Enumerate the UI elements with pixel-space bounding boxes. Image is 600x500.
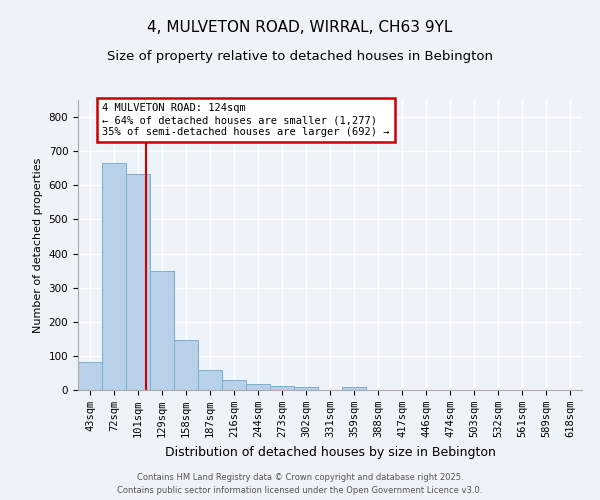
Bar bbox=[78, 362, 102, 390]
Text: 4 MULVETON ROAD: 124sqm
← 64% of detached houses are smaller (1,277)
35% of semi: 4 MULVETON ROAD: 124sqm ← 64% of detache… bbox=[102, 104, 389, 136]
Bar bbox=[246, 384, 270, 390]
Bar bbox=[174, 340, 198, 390]
Bar bbox=[342, 388, 366, 390]
Text: Contains HM Land Registry data © Crown copyright and database right 2025.: Contains HM Land Registry data © Crown c… bbox=[137, 474, 463, 482]
Text: Contains public sector information licensed under the Open Government Licence v3: Contains public sector information licen… bbox=[118, 486, 482, 495]
Y-axis label: Number of detached properties: Number of detached properties bbox=[33, 158, 43, 332]
Bar bbox=[270, 386, 294, 390]
Bar bbox=[222, 380, 246, 390]
X-axis label: Distribution of detached houses by size in Bebington: Distribution of detached houses by size … bbox=[164, 446, 496, 458]
Text: Size of property relative to detached houses in Bebington: Size of property relative to detached ho… bbox=[107, 50, 493, 63]
Bar bbox=[294, 388, 318, 390]
Bar bbox=[150, 272, 174, 390]
Bar bbox=[102, 163, 126, 390]
Text: 4, MULVETON ROAD, WIRRAL, CH63 9YL: 4, MULVETON ROAD, WIRRAL, CH63 9YL bbox=[148, 20, 452, 35]
Bar bbox=[198, 370, 222, 390]
Bar bbox=[126, 174, 150, 390]
